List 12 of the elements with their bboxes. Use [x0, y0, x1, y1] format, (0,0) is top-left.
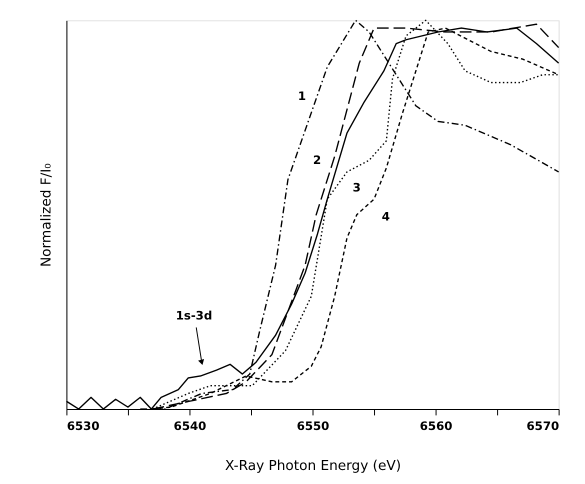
- x-tick-label: 6530: [66, 419, 100, 434]
- x-tick-label: 6550: [296, 419, 330, 434]
- x-axis-title: X-Ray Photon Energy (eV): [224, 458, 402, 474]
- x-tick-label: 6570: [526, 419, 560, 434]
- x-tick-label: 6560: [420, 419, 452, 434]
- series-label: 2: [313, 153, 322, 168]
- series-label: 1: [298, 89, 306, 104]
- series-label: 3: [352, 180, 361, 194]
- x-tick-label: 6540: [174, 419, 206, 434]
- annotation: 1s-3d: [176, 308, 212, 322]
- y-axis-title: Normalized F/I₀: [38, 163, 54, 268]
- series-label: 4: [382, 210, 390, 224]
